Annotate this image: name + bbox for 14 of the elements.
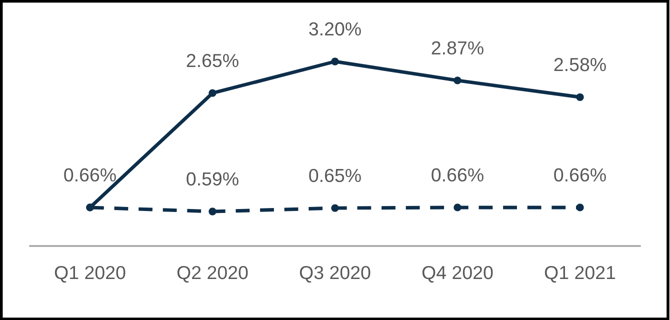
data-label: 2.87% [432, 41, 484, 55]
x-tick-label: Q1 2020 [54, 266, 126, 283]
x-tick-label: Q2 2020 [177, 266, 248, 283]
x-tick-label: Q3 2020 [300, 266, 370, 283]
x-tick-label: Q4 2020 [422, 266, 493, 283]
x-tick-label: Q1 2021 [544, 266, 616, 283]
data-label: 2.65% [186, 54, 238, 68]
data-label: 0.66% [432, 168, 484, 182]
data-label: 0.65% [309, 168, 361, 182]
data-label: 3.20% [309, 22, 361, 36]
data-label: 0.66% [554, 168, 606, 182]
data-label: 0.66% [64, 168, 116, 182]
data-label: 0.59% [186, 172, 238, 186]
data-label: 2.58% [554, 58, 606, 72]
